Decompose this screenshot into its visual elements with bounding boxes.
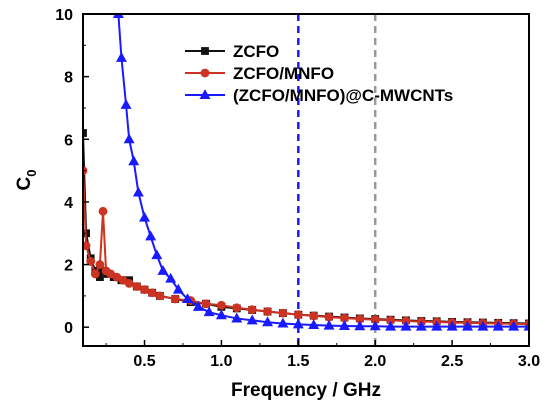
series-3-point <box>338 320 350 330</box>
series-3 <box>112 14 529 331</box>
x-axis: 0.5 1.0 1.5 2.0 2.5 3.0 <box>105 340 540 370</box>
series-3-point <box>415 320 427 331</box>
series-3-point <box>262 316 274 327</box>
series-3-point <box>462 320 473 331</box>
series-2-point <box>247 305 257 315</box>
series-3-point <box>277 317 289 328</box>
legend-label: (ZCFO/MNFO)@C-MWCNTs <box>233 86 453 105</box>
y-axis: 0 2 4 6 8 10 <box>55 7 89 337</box>
legend-swatch-marker <box>201 47 209 55</box>
series-3-point <box>215 309 227 320</box>
x-tick-label: 3.0 <box>518 353 540 370</box>
series-2-line <box>83 170 529 326</box>
legend-item-3: (ZCFO/MNFO)@C-MWCNTs <box>185 86 453 105</box>
series-3-point <box>292 318 304 329</box>
series-2-point <box>140 285 149 295</box>
series-3-point <box>192 301 204 311</box>
series-3-point <box>369 320 381 331</box>
series-3-point <box>128 155 140 166</box>
series-3-point <box>308 319 320 330</box>
series-2-point <box>147 288 157 298</box>
series-3-line <box>117 14 529 328</box>
series-2-point <box>201 299 211 309</box>
series-3-point <box>145 230 157 241</box>
y-tick-label: 8 <box>64 70 73 87</box>
series-3-point <box>523 320 529 331</box>
legend-item-1: ZCFO <box>185 42 279 61</box>
series-3-point <box>400 320 412 331</box>
series-3-point <box>354 320 366 331</box>
y-tick-label: 6 <box>64 132 73 149</box>
y-tick-label: 2 <box>64 258 73 275</box>
x-tick-label: 2.0 <box>364 353 386 370</box>
series-3-point <box>151 249 163 260</box>
series-3-point <box>446 320 458 331</box>
series-2-point <box>132 282 142 291</box>
series-3-point <box>231 312 243 323</box>
series-2 <box>83 166 529 329</box>
series-3-point <box>123 133 135 144</box>
series-3-point <box>492 320 504 331</box>
x-axis-title: Frequency / GHz <box>231 380 381 401</box>
series-2-point <box>217 300 226 310</box>
reference-lines <box>297 14 377 346</box>
series-3-point <box>431 320 443 331</box>
series-layer <box>83 14 529 331</box>
x-tick-label: 1.5 <box>287 353 309 370</box>
legend: ZCFO ZCFO/MNFO (ZCFO/MNFO)@C-MWCNTs <box>185 42 453 105</box>
series-1-point <box>83 129 87 137</box>
series-2-point <box>278 308 288 318</box>
series-2-point <box>90 269 100 279</box>
series-2-point <box>86 257 96 266</box>
series-3-point <box>477 320 489 331</box>
plot-frame <box>82 13 530 347</box>
series-2-point <box>83 241 91 251</box>
y-tick-label: 0 <box>64 320 73 337</box>
y-tick-label: 4 <box>64 195 73 212</box>
y-axis-title-main: C <box>14 176 35 190</box>
series-3-point <box>172 283 184 294</box>
series-2-point <box>98 206 108 216</box>
series-2-point <box>293 310 303 320</box>
y-axis-title-subscript: 0 <box>24 170 39 177</box>
series-2-point <box>309 311 319 321</box>
series-2-point <box>124 278 134 288</box>
series-3-point <box>246 314 258 325</box>
series-2-point <box>95 260 105 269</box>
legend-swatch-marker <box>200 68 210 78</box>
series-3-point <box>182 293 194 304</box>
legend-label: ZCFO <box>233 42 279 61</box>
series-3-point <box>508 320 520 331</box>
x-tick-label: 1.0 <box>210 353 232 370</box>
x-tick-label: 2.5 <box>441 353 463 370</box>
legend-swatch-marker <box>199 89 211 99</box>
y-tick-label: 10 <box>55 7 73 24</box>
series-3-point <box>115 52 127 62</box>
legend-item-2: ZCFO/MNFO <box>185 64 334 83</box>
series-3-point <box>323 319 335 330</box>
series-3-point <box>120 99 132 109</box>
x-tick-label: 0.5 <box>133 353 155 370</box>
series-2-point <box>170 294 180 304</box>
series-3-point <box>385 320 397 331</box>
series-2-point <box>263 307 272 316</box>
series-3-point <box>203 306 215 317</box>
y-axis-title: C0 <box>14 170 39 191</box>
series-3-point <box>165 272 177 283</box>
series-3-point <box>139 211 150 222</box>
series-2-point <box>232 303 242 313</box>
legend-label: ZCFO/MNFO <box>233 64 334 83</box>
series-3-point <box>132 186 144 197</box>
series-3-point <box>157 265 169 275</box>
series-2-point <box>155 291 165 301</box>
